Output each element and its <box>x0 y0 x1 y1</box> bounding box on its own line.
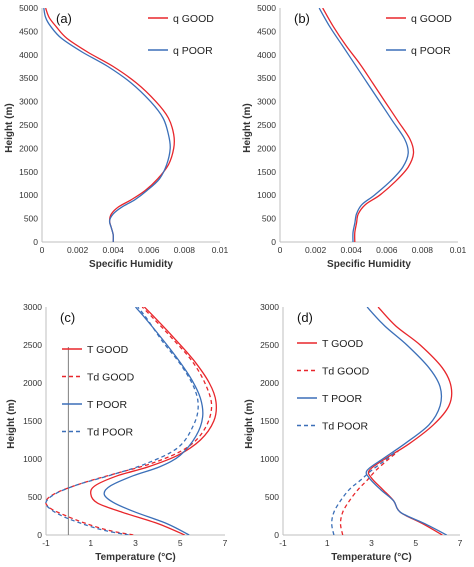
x-tick-label: 0 <box>278 245 283 255</box>
x-axis-label: Temperature (°C) <box>95 552 176 563</box>
y-tick-label: 2000 <box>257 143 276 153</box>
y-tick-label: 1500 <box>23 416 42 426</box>
y-axis-label: Height (m) <box>242 103 253 152</box>
y-tick-label: 1000 <box>23 454 42 464</box>
y-tick-label: 1500 <box>19 167 38 177</box>
x-tick-label: 1 <box>325 538 330 548</box>
series-line-t-good <box>367 307 453 535</box>
y-tick-label: 500 <box>265 492 279 502</box>
x-tick-label: 0.008 <box>412 245 434 255</box>
x-axis-label: Specific Humidity <box>327 259 411 270</box>
panel-label: (c) <box>60 310 75 325</box>
x-tick-label: 0.008 <box>174 245 196 255</box>
y-tick-label: 500 <box>24 214 38 224</box>
series-line-td-poor <box>45 307 199 535</box>
y-tick-label: 4000 <box>257 50 276 60</box>
series-line-q-good <box>44 8 176 242</box>
legend-label: T POOR <box>87 399 127 411</box>
y-tick-label: 0 <box>271 237 276 247</box>
series-line-td-poor <box>331 450 397 535</box>
y-tick-label: 3000 <box>257 97 276 107</box>
legend-label: T POOR <box>322 393 362 405</box>
y-tick-label: 3000 <box>260 302 279 312</box>
x-axis-label: Temperature (°C) <box>331 552 412 563</box>
panel-label: (b) <box>294 11 310 26</box>
x-tick-label: 0.002 <box>305 245 327 255</box>
legend-label: q GOOD <box>411 13 452 25</box>
y-tick-label: 500 <box>28 492 42 502</box>
x-tick-label: 0.006 <box>376 245 398 255</box>
series-line-t-good <box>90 307 218 535</box>
x-tick-label: 0.002 <box>67 245 89 255</box>
x-tick-label: 0.004 <box>103 245 125 255</box>
y-tick-label: 1000 <box>257 190 276 200</box>
legend-label: q POOR <box>411 45 451 57</box>
x-tick-label: 0.01 <box>212 245 229 255</box>
x-tick-label: 5 <box>413 538 418 548</box>
x-tick-label: 1 <box>88 538 93 548</box>
y-axis-label: Height (m) <box>244 399 255 448</box>
panel-d: 0 500 1000 1500 2000 2500 3000 -1 1 3 5 7 Temperatur… <box>244 302 463 563</box>
legend-label: Td POOR <box>87 427 134 439</box>
series-line-td-good <box>45 307 213 535</box>
series-line-t-poor <box>103 307 204 535</box>
series-line-q-poor <box>43 8 171 242</box>
legend-label: Td POOR <box>322 421 369 433</box>
panel-label: (d) <box>297 310 313 325</box>
x-tick-label: -1 <box>42 538 50 548</box>
y-tick-label: 5000 <box>19 3 38 13</box>
y-tick-label: 0 <box>274 530 279 540</box>
y-tick-label: 5000 <box>257 3 276 13</box>
y-tick-label: 2500 <box>260 340 279 350</box>
y-tick-label: 2000 <box>19 143 38 153</box>
x-tick-label: 5 <box>178 538 183 548</box>
y-tick-label: 2500 <box>19 120 38 130</box>
y-tick-label: 4500 <box>19 26 38 36</box>
x-tick-label: 7 <box>458 538 463 548</box>
y-tick-label: 0 <box>33 237 38 247</box>
legend-label: q GOOD <box>173 13 214 25</box>
x-tick-label: -1 <box>279 538 287 548</box>
y-tick-label: 3500 <box>19 73 38 83</box>
legend-label: T GOOD <box>87 344 129 356</box>
x-tick-label: 3 <box>369 538 374 548</box>
y-tick-label: 3000 <box>19 97 38 107</box>
y-tick-label: 3500 <box>257 73 276 83</box>
y-tick-label: 2000 <box>260 378 279 388</box>
panel-a: 0 500 1000 1500 2000 2500 3000 3500 4000 4500 5000… <box>4 3 229 270</box>
series-line-t-poor <box>365 307 447 535</box>
legend-label: q POOR <box>173 45 213 57</box>
x-tick-label: 3 <box>133 538 138 548</box>
x-axis-label: Specific Humidity <box>89 259 173 270</box>
x-tick-label: 0.006 <box>138 245 160 255</box>
y-tick-label: 4500 <box>257 26 276 36</box>
x-tick-label: 7 <box>223 538 228 548</box>
y-tick-label: 1500 <box>257 167 276 177</box>
y-tick-label: 1500 <box>260 416 279 426</box>
y-tick-label: 500 <box>262 214 276 224</box>
x-tick-label: 0.004 <box>341 245 363 255</box>
y-tick-label: 3000 <box>23 302 42 312</box>
panel-c: 0 500 1000 1500 2000 2500 3000 -1 1 3 5 7 Temperatur… <box>6 302 228 563</box>
x-tick-label: 0 <box>40 245 45 255</box>
y-tick-label: 1000 <box>19 190 38 200</box>
y-tick-label: 2500 <box>257 120 276 130</box>
series-line-q-poor <box>318 8 409 242</box>
y-axis-label: Height (m) <box>6 399 17 448</box>
series-line-q-good <box>322 8 415 242</box>
panel-label: (a) <box>56 11 72 26</box>
legend-label: Td GOOD <box>87 372 135 384</box>
legend-label: T GOOD <box>322 338 364 350</box>
y-tick-label: 1000 <box>260 454 279 464</box>
y-axis-label: Height (m) <box>4 103 15 152</box>
y-tick-label: 2500 <box>23 340 42 350</box>
x-tick-label: 0.01 <box>450 245 467 255</box>
panel-b: 0 500 1000 1500 2000 2500 3000 3500 4000 4500 5000… <box>242 3 467 270</box>
y-tick-label: 0 <box>37 530 42 540</box>
legend-label: Td GOOD <box>322 366 370 378</box>
y-tick-label: 4000 <box>19 50 38 60</box>
y-tick-label: 2000 <box>23 378 42 388</box>
series-line-td-good <box>339 450 399 535</box>
